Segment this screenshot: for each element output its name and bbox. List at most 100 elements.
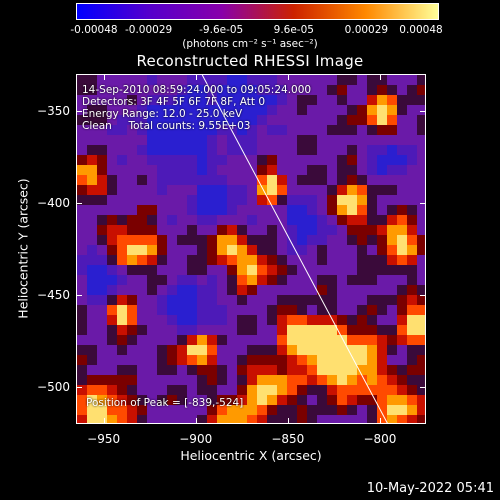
heatmap-cell <box>307 155 317 165</box>
heatmap-cell <box>327 175 337 185</box>
heatmap-cell <box>157 195 167 205</box>
heatmap-cell <box>187 355 197 365</box>
heatmap-cell <box>257 355 267 365</box>
heatmap-cell <box>247 85 257 95</box>
heatmap-cell <box>187 255 197 265</box>
heatmap-cell <box>167 215 177 225</box>
heatmap-cell <box>227 265 237 275</box>
heatmap-cell <box>217 155 227 165</box>
heatmap-cell <box>297 415 307 423</box>
heatmap-cell <box>227 385 237 395</box>
heatmap-cell <box>97 215 107 225</box>
heatmap-cell <box>367 185 377 195</box>
heatmap-cell <box>187 235 197 245</box>
heatmap-cell <box>277 235 287 245</box>
heatmap-cell <box>327 145 337 155</box>
heatmap-cell <box>367 295 377 305</box>
heatmap-cell <box>177 245 187 255</box>
heatmap-cell <box>147 105 157 115</box>
heatmap-cell <box>327 165 337 175</box>
heatmap-cell <box>247 255 257 265</box>
heatmap-cell <box>217 355 227 365</box>
heatmap-cell <box>157 375 167 385</box>
heatmap-cell <box>147 135 157 145</box>
heatmap-cell <box>417 205 425 215</box>
heatmap-cell <box>107 315 117 325</box>
heatmap-cell <box>327 205 337 215</box>
heatmap-cell <box>387 195 397 205</box>
heatmap-cell <box>307 245 317 255</box>
heatmap-cell <box>197 235 207 245</box>
heatmap-cell <box>317 75 327 85</box>
heatmap-cell <box>237 225 247 235</box>
heatmap-cell <box>367 305 377 315</box>
heatmap-cell <box>357 375 367 385</box>
heatmap-cell <box>247 125 257 135</box>
heatmap-cell <box>267 145 277 155</box>
heatmap-cell <box>227 215 237 225</box>
heatmap-cell <box>257 285 267 295</box>
y-tick-mark <box>76 387 82 389</box>
heatmap-cell <box>177 195 187 205</box>
heatmap-cell <box>227 105 237 115</box>
heatmap-cell <box>397 315 407 325</box>
heatmap-cell <box>347 345 357 355</box>
heatmap-cell <box>367 115 377 125</box>
heatmap-cell <box>407 235 417 245</box>
heatmap-cell <box>387 105 397 115</box>
heatmap-cell <box>257 195 267 205</box>
heatmap-cell <box>307 305 317 315</box>
heatmap-cell <box>307 75 317 85</box>
heatmap-cell <box>277 105 287 115</box>
heatmap-cell <box>417 215 425 225</box>
heatmap-cell <box>127 365 137 375</box>
heatmap-cell <box>377 115 387 125</box>
heatmap-cell <box>187 225 197 235</box>
x-axis-label: Heliocentric X (arcsec) <box>180 448 322 463</box>
heatmap-cell <box>167 225 177 235</box>
heatmap-cell <box>417 175 425 185</box>
heatmap-cell <box>77 405 87 415</box>
heatmap-cell <box>287 345 297 355</box>
heatmap-cell <box>237 415 247 423</box>
heatmap-cell <box>157 345 167 355</box>
heatmap-cell <box>137 305 147 315</box>
heatmap-cell <box>147 415 157 423</box>
heatmap-cell <box>207 95 217 105</box>
heatmap-cell <box>287 125 297 135</box>
heatmap-cell <box>137 215 147 225</box>
heatmap-cell <box>147 325 157 335</box>
heatmap-cell <box>257 135 267 145</box>
heatmap-cell <box>367 215 377 225</box>
heatmap-cell <box>247 195 257 205</box>
heatmap-cell <box>357 125 367 135</box>
heatmap-cell <box>287 335 297 345</box>
heatmap-cell <box>207 315 217 325</box>
heatmap-cell <box>307 115 317 125</box>
heatmap-cell <box>367 125 377 135</box>
heatmap-cell <box>197 125 207 135</box>
heatmap-cell <box>237 95 247 105</box>
heatmap-cell <box>197 75 207 85</box>
heatmap-cell <box>147 395 157 405</box>
heatmap-cell <box>217 145 227 155</box>
heatmap-cell <box>257 275 267 285</box>
heatmap-cell <box>387 255 397 265</box>
heatmap-cell <box>417 85 425 95</box>
heatmap-cell <box>187 405 197 415</box>
heatmap-cell <box>147 155 157 165</box>
heatmap-cell <box>147 165 157 175</box>
heatmap-cell <box>157 355 167 365</box>
heatmap-cell <box>157 115 167 125</box>
heatmap-cell <box>417 335 425 345</box>
heatmap-cell <box>387 415 397 423</box>
heatmap-cell <box>87 155 97 165</box>
heatmap-cell <box>217 305 227 315</box>
heatmap-cell <box>87 275 97 285</box>
heatmap-cell <box>407 165 417 175</box>
heatmap-cell <box>277 275 287 285</box>
heatmap-cell <box>167 155 177 165</box>
heatmap-cell <box>177 265 187 275</box>
heatmap-cell <box>397 415 407 423</box>
heatmap-cell <box>207 75 217 85</box>
